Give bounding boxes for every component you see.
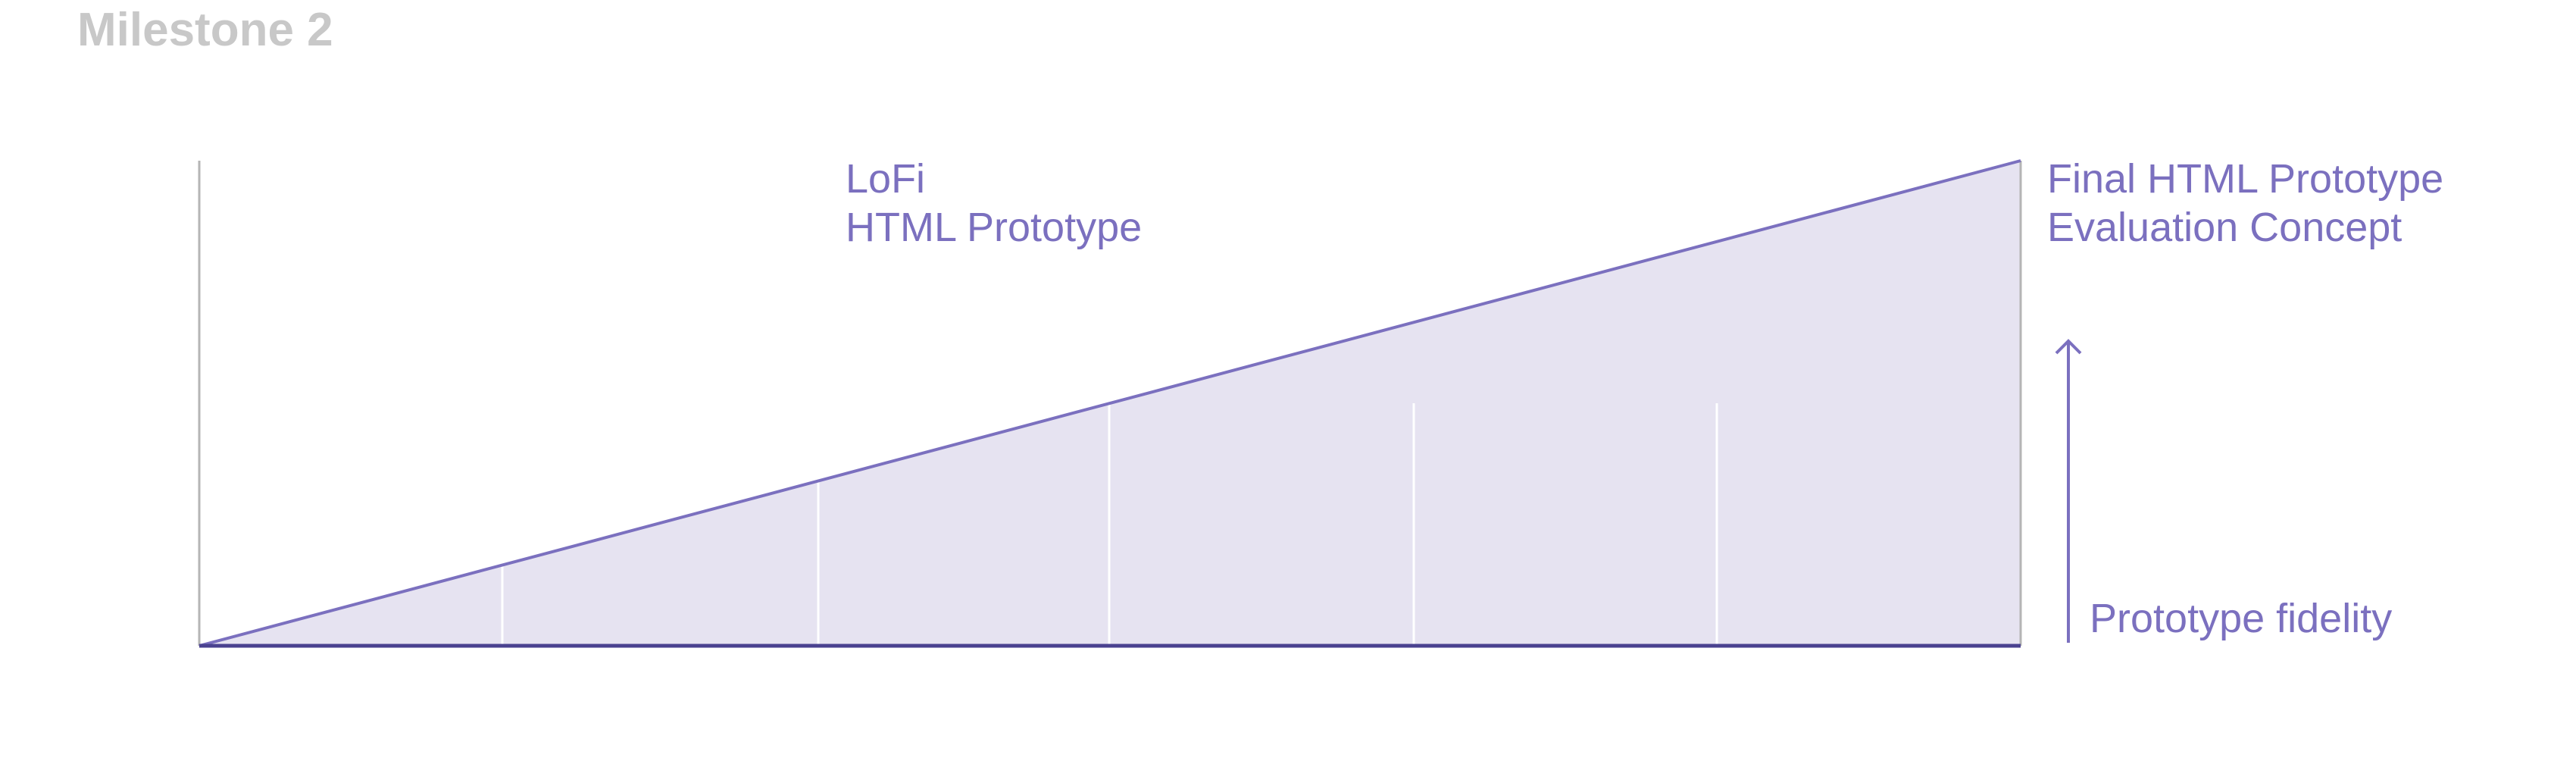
lofi-label-line1: LoFi [846, 156, 926, 202]
final-label-line1: Final HTML Prototype [2047, 156, 2444, 202]
fidelity-axis-label: Prototype fidelity [2090, 596, 2393, 641]
fidelity-slope-line [199, 159, 2021, 647]
area-dividers [501, 403, 1718, 646]
final-label-line2: Evaluation Concept [2047, 205, 2402, 250]
milestone-title: Milestone 2 [77, 4, 333, 56]
lofi-label: LoFi HTML Prototype [846, 155, 1142, 252]
final-label: Final HTML Prototype Evaluation Concept [2047, 155, 2443, 252]
arrow-up-icon [2055, 339, 2082, 643]
lofi-label-line2: HTML Prototype [846, 205, 1143, 250]
